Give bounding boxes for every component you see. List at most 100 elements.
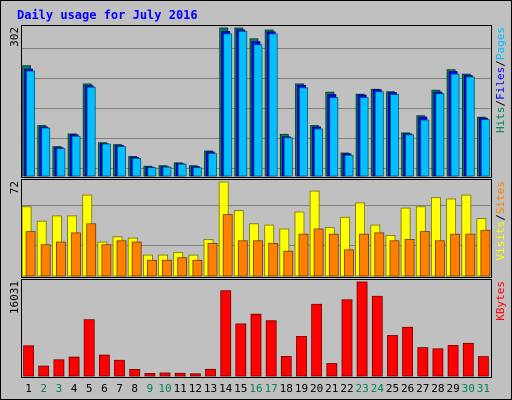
- bar-sites-day-21: [328, 233, 339, 277]
- bar-pages-day-1: [26, 70, 36, 177]
- x-tick-label: 4: [71, 382, 78, 395]
- bar-sites-day-13: [207, 242, 218, 277]
- x-tick-label: 24: [371, 382, 385, 395]
- bar-sites-day-9: [146, 259, 157, 277]
- bar-sites-day-1: [25, 231, 36, 277]
- bar-sites-day-24: [374, 232, 385, 277]
- bar-kbytes-day-6: [99, 354, 110, 377]
- bar-sites-day-25: [389, 240, 400, 277]
- y-axis-max-label: 302: [8, 27, 21, 47]
- y-axis-max-label: 72: [8, 181, 21, 194]
- legend-item-pages: Pages: [494, 27, 507, 60]
- legend-item-kbytes: KBytes: [494, 281, 507, 321]
- bar-pages-day-19: [299, 87, 308, 177]
- legend-separator: /: [494, 60, 507, 67]
- bar-sites-day-4: [71, 232, 81, 277]
- bar-pages-day-5: [86, 86, 96, 177]
- bar-pages-day-13: [208, 153, 217, 177]
- bar-kbytes-day-23: [356, 281, 368, 377]
- bar-kbytes-day-27: [417, 347, 429, 377]
- x-tick-label: 23: [355, 382, 368, 395]
- bar-pages-day-8: [132, 157, 142, 177]
- x-tick-label: 1: [25, 382, 32, 395]
- legend-pages_files_hits: Hits/Files/Pages: [494, 27, 507, 133]
- bar-sites-day-27: [419, 231, 430, 277]
- x-tick-label: 8: [131, 382, 138, 395]
- bar-sites-day-22: [344, 249, 354, 277]
- bar-pages-day-11: [177, 163, 187, 177]
- bar-pages-day-17: [268, 33, 278, 177]
- bar-pages-day-28: [435, 93, 445, 177]
- legend-item-sites: Sites: [494, 181, 507, 214]
- bar-pages-day-29: [450, 73, 460, 177]
- bar-kbytes-day-15: [235, 323, 247, 377]
- bar-kbytes-day-25: [387, 335, 398, 377]
- legend-separator: /: [494, 100, 507, 107]
- bar-sites-day-2: [40, 244, 51, 277]
- bar-pages-day-14: [223, 33, 233, 177]
- x-axis-day-labels: 1 2 3 4 5 6 7 8 9 10 11 12 13 14 15 16 17 18 19 20 21 22 23 24 2…: [25, 382, 490, 395]
- bar-sites-day-10: [162, 259, 172, 277]
- x-tick-label: 2: [40, 382, 47, 395]
- bar-sites-day-12: [192, 259, 203, 277]
- bar-kbytes-day-7: [114, 359, 125, 377]
- bar-pages-day-27: [420, 119, 430, 177]
- bar-pages-day-9: [147, 167, 157, 177]
- bar-kbytes-day-16: [250, 313, 262, 377]
- x-tick-label: 31: [477, 382, 490, 395]
- x-tick-label: 15: [234, 382, 247, 395]
- x-tick-label: 20: [310, 382, 323, 395]
- bar-kbytes-day-17: [265, 320, 277, 377]
- bar-sites-day-7: [116, 240, 127, 277]
- bar-kbytes-day-9: [144, 372, 156, 377]
- bar-pages-day-20: [314, 128, 324, 177]
- x-tick-label: 11: [174, 382, 187, 395]
- x-tick-label: 9: [147, 382, 154, 395]
- x-tick-label: 26: [401, 382, 414, 395]
- bar-kbytes-day-22: [341, 299, 353, 377]
- legend-item-hits: Hits: [494, 107, 507, 134]
- bar-sites-day-28: [434, 240, 445, 277]
- bar-pages-day-7: [117, 146, 126, 177]
- bar-kbytes-day-5: [83, 319, 95, 377]
- bar-kbytes-day-4: [68, 356, 80, 377]
- bar-sites-day-6: [101, 244, 112, 277]
- bar-kbytes-day-2: [38, 365, 50, 377]
- bar-pages-day-10: [162, 166, 172, 177]
- bar-sites-day-31: [480, 229, 491, 277]
- bar-kbytes-day-24: [371, 295, 383, 377]
- bar-pages-day-15: [238, 30, 248, 177]
- bar-pages-day-22: [344, 154, 354, 177]
- x-tick-label: 17: [265, 382, 278, 395]
- bar-kbytes-day-1: [23, 345, 35, 377]
- x-tick-label: 19: [295, 382, 308, 395]
- x-tick-label: 29: [446, 382, 459, 395]
- bar-sites-day-11: [177, 257, 188, 277]
- x-tick-label: 14: [219, 382, 233, 395]
- chart-title: Daily usage for July 2016: [17, 8, 198, 22]
- bar-sites-day-19: [298, 233, 309, 277]
- bar-kbytes-day-20: [311, 303, 323, 377]
- bar-pages-day-18: [283, 137, 293, 177]
- legend-item-visits: Visits: [494, 221, 507, 261]
- bar-sites-day-30: [465, 233, 476, 277]
- panel-pages_files_hits: 302 Hits/Files/Pages: [8, 25, 507, 178]
- bar-sites-day-15: [237, 240, 248, 277]
- x-tick-label: 16: [249, 382, 262, 395]
- bar-sites-day-8: [131, 241, 142, 277]
- bar-pages-day-2: [41, 127, 51, 177]
- bar-pages-day-16: [253, 44, 263, 177]
- bar-kbytes-day-11: [174, 372, 186, 377]
- x-tick-label: 10: [158, 382, 171, 395]
- bar-kbytes-day-13: [205, 368, 216, 377]
- bar-sites-day-14: [222, 214, 233, 277]
- x-tick-label: 6: [101, 382, 108, 395]
- bar-sites-day-26: [404, 238, 415, 277]
- bar-pages-day-6: [102, 143, 111, 177]
- bar-kbytes-day-18: [280, 355, 292, 377]
- bar-sites-day-5: [86, 223, 97, 277]
- bar-pages-day-30: [465, 76, 475, 177]
- x-tick-label: 13: [204, 382, 217, 395]
- bar-pages-day-31: [480, 119, 490, 177]
